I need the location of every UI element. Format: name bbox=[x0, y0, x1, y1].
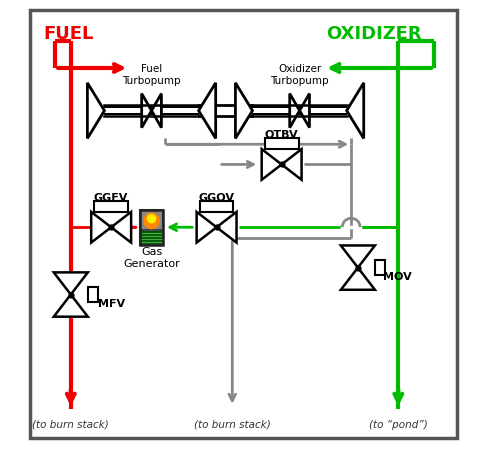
Polygon shape bbox=[217, 212, 237, 243]
Polygon shape bbox=[341, 245, 375, 268]
Polygon shape bbox=[142, 94, 151, 128]
Text: Gas
Generator: Gas Generator bbox=[123, 247, 180, 269]
Polygon shape bbox=[347, 83, 364, 139]
Polygon shape bbox=[197, 212, 217, 243]
FancyBboxPatch shape bbox=[265, 138, 299, 149]
Polygon shape bbox=[199, 83, 216, 139]
FancyBboxPatch shape bbox=[252, 108, 347, 113]
Text: MFV: MFV bbox=[98, 298, 125, 309]
Text: GGOV: GGOV bbox=[199, 193, 235, 203]
FancyBboxPatch shape bbox=[30, 9, 457, 438]
FancyBboxPatch shape bbox=[94, 201, 128, 212]
Text: Fuel
Turbopump: Fuel Turbopump bbox=[122, 63, 181, 86]
FancyBboxPatch shape bbox=[88, 287, 98, 302]
Text: MOV: MOV bbox=[383, 272, 412, 282]
Circle shape bbox=[148, 215, 155, 223]
FancyBboxPatch shape bbox=[104, 111, 199, 116]
Polygon shape bbox=[235, 83, 252, 139]
Polygon shape bbox=[54, 295, 88, 317]
Polygon shape bbox=[151, 94, 161, 128]
Polygon shape bbox=[281, 149, 301, 180]
FancyBboxPatch shape bbox=[104, 108, 199, 113]
Text: (to burn stack): (to burn stack) bbox=[194, 420, 271, 430]
Polygon shape bbox=[300, 94, 309, 128]
Polygon shape bbox=[341, 268, 375, 290]
FancyBboxPatch shape bbox=[140, 210, 163, 230]
Polygon shape bbox=[87, 83, 104, 139]
Polygon shape bbox=[290, 94, 300, 128]
Polygon shape bbox=[111, 212, 131, 243]
Polygon shape bbox=[54, 272, 88, 295]
Text: OTBV: OTBV bbox=[265, 130, 299, 140]
FancyBboxPatch shape bbox=[375, 260, 385, 275]
FancyBboxPatch shape bbox=[200, 201, 233, 212]
FancyBboxPatch shape bbox=[104, 106, 199, 110]
Text: FUEL: FUEL bbox=[44, 25, 94, 43]
Polygon shape bbox=[91, 212, 111, 243]
Text: OXIDIZER: OXIDIZER bbox=[326, 25, 422, 43]
Text: (to burn stack): (to burn stack) bbox=[33, 420, 109, 430]
Text: (to “pond”): (to “pond”) bbox=[369, 420, 428, 430]
Text: GGFV: GGFV bbox=[94, 193, 129, 203]
FancyBboxPatch shape bbox=[140, 230, 163, 245]
FancyBboxPatch shape bbox=[252, 106, 347, 110]
Circle shape bbox=[144, 213, 159, 229]
Text: Oxidizer
Turbopump: Oxidizer Turbopump bbox=[270, 63, 329, 86]
Polygon shape bbox=[262, 149, 281, 180]
FancyBboxPatch shape bbox=[252, 111, 347, 116]
